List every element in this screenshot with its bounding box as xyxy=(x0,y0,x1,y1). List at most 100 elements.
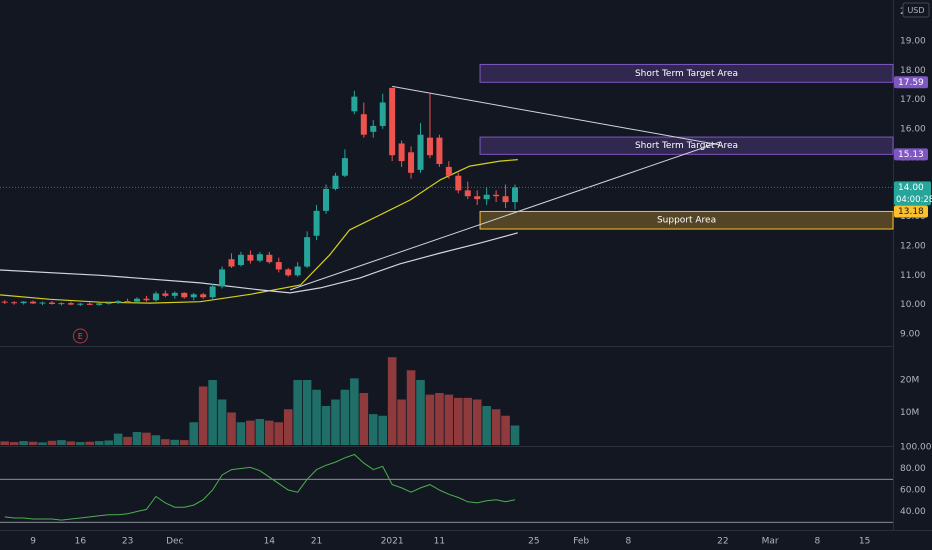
y-tick-label: 19.00 xyxy=(900,37,926,47)
candle-body xyxy=(237,254,244,266)
volume-bar xyxy=(435,392,444,445)
volume-bar xyxy=(293,379,302,445)
candle-body xyxy=(58,303,65,305)
candle-body xyxy=(1,301,8,303)
x-tick-label: 16 xyxy=(75,537,87,547)
event-label: E xyxy=(78,332,83,341)
candle-body xyxy=(294,266,301,276)
x-tick-label: 9 xyxy=(30,537,36,547)
volume-bar xyxy=(340,389,350,445)
candle-body xyxy=(426,137,433,156)
rsi-tick-label: 40.00 xyxy=(900,507,926,517)
trendline xyxy=(289,141,721,291)
candle-body xyxy=(20,301,27,304)
volume-bar xyxy=(0,441,10,445)
x-tick-label: 23 xyxy=(122,537,133,547)
candle-body xyxy=(200,294,207,298)
volume-bar xyxy=(236,422,246,445)
zone-box xyxy=(479,63,894,83)
volume-bar xyxy=(94,441,104,445)
volume-bar xyxy=(359,392,369,445)
price-tag-label: 15.13 xyxy=(898,150,924,160)
volume-bar xyxy=(454,397,463,445)
x-tick-label: 15 xyxy=(859,537,870,547)
volume-bar xyxy=(302,379,312,445)
zone-label: Support Area xyxy=(657,216,716,226)
volume-bar xyxy=(208,379,217,445)
x-tick-label: 14 xyxy=(264,537,276,547)
candle-body xyxy=(417,134,424,170)
x-tick-label: 22 xyxy=(717,537,728,547)
rsi-tick-label: 100.00 xyxy=(900,443,932,453)
candle-body xyxy=(67,303,74,305)
candle-body xyxy=(464,190,471,197)
volume-bar xyxy=(170,439,180,445)
x-tick-label: Feb xyxy=(573,537,589,547)
x-tick-label: Dec xyxy=(166,537,183,547)
candle-body xyxy=(143,298,150,301)
volume-bar xyxy=(151,435,161,445)
price-tag xyxy=(894,205,928,218)
y-tick-label: 10.00 xyxy=(900,300,926,310)
candle-body xyxy=(190,294,197,298)
volume-bar xyxy=(312,389,321,445)
candle-body xyxy=(408,152,415,173)
volume-bar xyxy=(425,394,435,445)
candle-body xyxy=(162,293,169,296)
volume-bar xyxy=(501,415,510,445)
candle-body xyxy=(30,301,37,304)
trendline xyxy=(392,85,721,146)
candle-body xyxy=(228,259,235,267)
candle-body xyxy=(181,292,188,298)
candle-body xyxy=(398,143,405,162)
candle-body xyxy=(285,269,292,276)
volume-bar xyxy=(9,442,19,445)
volume-bar xyxy=(57,440,66,445)
volume-bar xyxy=(378,415,388,445)
volume-bar xyxy=(491,409,501,445)
currency-box xyxy=(902,2,930,18)
x-tick-label: 21 xyxy=(311,537,322,547)
price-tag xyxy=(894,148,928,161)
candle-body xyxy=(323,188,330,211)
volume-bar xyxy=(132,431,142,445)
x-tick-label: 8 xyxy=(815,537,821,547)
last-price-tag xyxy=(894,181,931,206)
moving-average xyxy=(0,232,518,294)
volume-bar xyxy=(227,412,236,445)
last-price-label: 14.00 xyxy=(898,183,924,193)
candle-body xyxy=(48,302,55,304)
volume-bar xyxy=(123,436,132,445)
volume-bar xyxy=(104,440,113,445)
y-tick-label: 17.00 xyxy=(900,95,926,105)
y-tick-label: 16.00 xyxy=(900,124,926,134)
zone-label: Short Term Target Area xyxy=(635,69,738,79)
volume-bar xyxy=(265,420,274,445)
volume-bar xyxy=(28,441,38,445)
volume-bar xyxy=(85,441,95,445)
volume-bar xyxy=(142,432,151,445)
rsi-tick-label: 80.00 xyxy=(900,464,926,474)
volume-bar xyxy=(283,409,293,445)
event-marker xyxy=(72,328,88,344)
candle-body xyxy=(134,298,141,302)
candle-body xyxy=(379,102,386,126)
price-tag-label: 17.59 xyxy=(898,78,924,88)
x-tick-label: 11 xyxy=(434,537,445,547)
rsi-tick-label: 60.00 xyxy=(900,486,926,496)
candle-body xyxy=(171,292,178,296)
volume-bar xyxy=(38,442,47,445)
volume-bar xyxy=(66,441,76,445)
volume-bar xyxy=(397,399,406,445)
zone-box xyxy=(479,136,894,155)
candle-body xyxy=(77,303,84,305)
volume-bar xyxy=(416,379,425,445)
candle-body xyxy=(39,302,46,304)
volume-bar xyxy=(444,394,454,445)
candle-body xyxy=(11,302,18,304)
volume-bar xyxy=(19,441,28,445)
candle-body xyxy=(152,293,159,301)
candle-body xyxy=(455,175,462,191)
volume-bar xyxy=(113,433,123,445)
